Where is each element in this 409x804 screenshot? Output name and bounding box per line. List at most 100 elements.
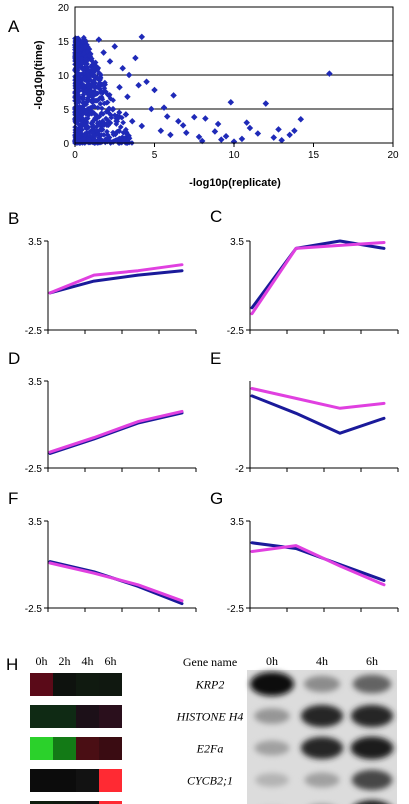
scatter-point xyxy=(211,128,219,135)
series-line-2 xyxy=(48,561,184,603)
scatter-point xyxy=(96,134,102,141)
y-tick-label: 10 xyxy=(58,71,70,82)
scatter-point xyxy=(109,106,116,113)
scatter-point xyxy=(167,131,174,139)
line-chart-e: -2 xyxy=(235,381,399,475)
scatter-point xyxy=(97,89,104,96)
scatter-point xyxy=(128,117,136,125)
series-line-1 xyxy=(250,394,386,435)
northern-blot: 0h 4h 6h xyxy=(247,654,397,804)
scatter-point xyxy=(270,134,278,141)
scatter-point xyxy=(111,43,119,50)
scatter-point xyxy=(98,110,105,117)
scatter-point xyxy=(97,101,104,107)
scatter-point xyxy=(83,116,90,123)
scatter-point xyxy=(275,126,282,133)
line-chart-f: 3.5 -2.5 xyxy=(25,517,197,615)
heatmap-cell xyxy=(76,705,99,728)
blot-band xyxy=(352,674,392,694)
scatter-point xyxy=(76,103,83,110)
scatter-point xyxy=(85,136,92,143)
scatter-point xyxy=(84,81,91,88)
heatmap-cell xyxy=(53,737,76,760)
scatter-point xyxy=(138,33,146,41)
scatter-point xyxy=(195,133,203,141)
scatter-point xyxy=(119,64,126,72)
panel-label-d: D xyxy=(8,349,20,368)
heatmap-column-label: 4h xyxy=(82,654,94,668)
blot-band xyxy=(350,704,394,728)
scatter-point xyxy=(105,122,112,129)
scatter-point xyxy=(92,89,98,96)
scatter-point xyxy=(75,121,82,127)
scatter-point xyxy=(183,129,190,137)
heatmap-cell xyxy=(53,801,76,804)
scatter-point xyxy=(163,113,171,120)
line-charts: 3.5 -2.5 3.5 -2.5 3.5 -2.5 -2 3.5 -2.5 3.5 -2.5 xyxy=(25,237,399,615)
scatter-point xyxy=(76,98,83,105)
scatter-point xyxy=(92,115,98,122)
scatter-point xyxy=(87,89,94,95)
scatter-point xyxy=(190,113,198,121)
blot-column-label: 6h xyxy=(366,654,378,668)
line-chart-g: 3.5 -2.5 xyxy=(227,517,399,615)
y-tick-label: -2.5 xyxy=(25,604,43,615)
expression-heatmap: 0h 2h 4h 6h xyxy=(30,654,122,804)
scatter-point xyxy=(124,131,130,138)
scatter-point xyxy=(93,127,100,134)
x-axis-title: -log10p(replicate) xyxy=(189,177,281,189)
scatter-point xyxy=(83,101,90,108)
scatter-point xyxy=(112,112,118,119)
scatter-point xyxy=(138,122,146,130)
y-tick-label: 20 xyxy=(58,3,70,14)
panel-label-c: C xyxy=(210,207,222,226)
panel-label-f: F xyxy=(8,489,18,508)
scatter-point xyxy=(77,108,84,114)
series-line-2 xyxy=(250,544,386,587)
scatter-point xyxy=(116,109,123,116)
blot-band xyxy=(250,672,294,696)
panel-label-e: E xyxy=(210,349,221,368)
scatter-point xyxy=(115,115,122,121)
scatter-point xyxy=(160,104,168,111)
heatmap-cell xyxy=(30,801,53,804)
blot-band xyxy=(255,773,289,787)
panel-label-g: G xyxy=(210,489,223,508)
scatter-points xyxy=(95,33,333,145)
heatmap-cell xyxy=(99,801,122,804)
scatter-point xyxy=(83,122,90,129)
scatter-point xyxy=(81,75,88,82)
blot-band xyxy=(356,800,388,804)
y-tick-label: -2.5 xyxy=(227,326,245,337)
scatter-point xyxy=(80,96,86,103)
scatter-point xyxy=(157,127,165,135)
scatter-point xyxy=(227,98,235,106)
heatmap-cell xyxy=(76,673,99,696)
scatter-point xyxy=(326,70,333,77)
scatter-point xyxy=(151,86,158,94)
line-chart-c: 3.5 -2.5 xyxy=(227,237,399,337)
series-line-1 xyxy=(48,269,184,295)
scatter-point xyxy=(122,111,130,118)
scatter-point xyxy=(98,94,105,101)
scatter-dense-cluster xyxy=(72,34,135,146)
scatter-point xyxy=(124,93,131,101)
blot-column-label: 0h xyxy=(266,654,278,668)
scatter-point xyxy=(83,88,89,95)
y-tick-label: 0 xyxy=(63,139,69,150)
y-tick-label: 3.5 xyxy=(230,237,244,248)
scatter-point xyxy=(80,135,87,142)
scatter-point xyxy=(86,132,93,139)
scatter-point xyxy=(97,75,104,81)
scatter-point xyxy=(120,137,127,144)
gene-label: HISTONE H4 xyxy=(176,710,244,724)
heatmap-cell xyxy=(53,705,76,728)
scatter-point xyxy=(86,73,92,80)
scatter-point xyxy=(291,127,298,135)
heatmap-column-label: 6h xyxy=(105,654,117,668)
scatter-point xyxy=(89,61,96,68)
y-tick-label: 3.5 xyxy=(230,517,244,528)
scatter-point xyxy=(148,105,155,113)
scatter-point xyxy=(110,97,116,104)
gene-label: E2Fa xyxy=(196,742,224,756)
